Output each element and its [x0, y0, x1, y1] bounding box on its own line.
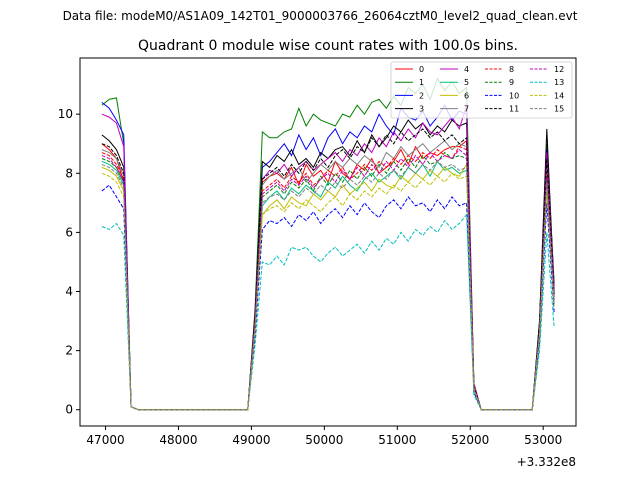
legend-label-4: 4	[464, 65, 469, 74]
series-line-0	[101, 139, 555, 411]
legend-label-1: 1	[419, 78, 424, 87]
x-offset-text: +3.332e8	[517, 455, 576, 469]
x-tick-label: 50000	[305, 433, 343, 447]
legend-label-10: 10	[509, 91, 519, 100]
x-tick-label: 48000	[159, 433, 197, 447]
legend-label-12: 12	[554, 65, 564, 74]
chart-title: Quadrant 0 module wise count rates with …	[138, 38, 518, 54]
series-line-8	[101, 146, 555, 411]
x-tick-label: 47000	[86, 433, 124, 447]
y-axis: 0 2 4 6 8 10	[58, 107, 80, 417]
series-line-13	[101, 213, 555, 411]
series-line-3	[101, 119, 555, 411]
legend-label-9: 9	[509, 78, 514, 87]
series-line-5	[101, 160, 555, 411]
legend-label-14: 14	[554, 91, 564, 100]
series-line-12	[101, 148, 555, 411]
legend-label-7: 7	[464, 105, 469, 114]
series-line-14	[101, 172, 555, 411]
y-tick-label: 0	[65, 403, 73, 417]
y-tick-label: 4	[65, 285, 73, 299]
series-line-4	[101, 105, 555, 411]
legend-label-0: 0	[419, 65, 424, 74]
x-tick-label: 51000	[378, 433, 416, 447]
series-line-10	[101, 184, 555, 411]
series-line-11	[101, 128, 555, 411]
legend-label-15: 15	[554, 105, 564, 114]
series-line-6	[101, 162, 555, 411]
legend-label-13: 13	[554, 78, 564, 87]
chart-suptitle: Data file: modeM0/AS1A09_142T01_90000037…	[63, 9, 578, 23]
legend-label-3: 3	[419, 105, 424, 114]
y-tick-label: 6	[65, 225, 73, 239]
plot-frame	[79, 57, 577, 427]
legend-label-11: 11	[509, 105, 519, 114]
series-line-15	[101, 160, 555, 411]
legend-label-5: 5	[464, 78, 469, 87]
series-line-1	[101, 77, 555, 411]
y-tick-label: 10	[58, 107, 73, 121]
legend-label-8: 8	[509, 65, 514, 74]
x-tick-label: 49000	[232, 433, 270, 447]
x-axis: 47000 48000 49000 50000 51000 52000 53000	[86, 426, 562, 447]
y-tick-label: 8	[65, 166, 73, 180]
legend-label-2: 2	[419, 91, 424, 100]
series-layer	[101, 77, 555, 411]
legend-box	[390, 61, 573, 119]
x-tick-label: 53000	[524, 433, 562, 447]
x-tick-label: 52000	[451, 433, 489, 447]
series-line-2	[101, 101, 555, 411]
y-tick-label: 2	[65, 344, 73, 358]
legend-label-6: 6	[464, 91, 469, 100]
